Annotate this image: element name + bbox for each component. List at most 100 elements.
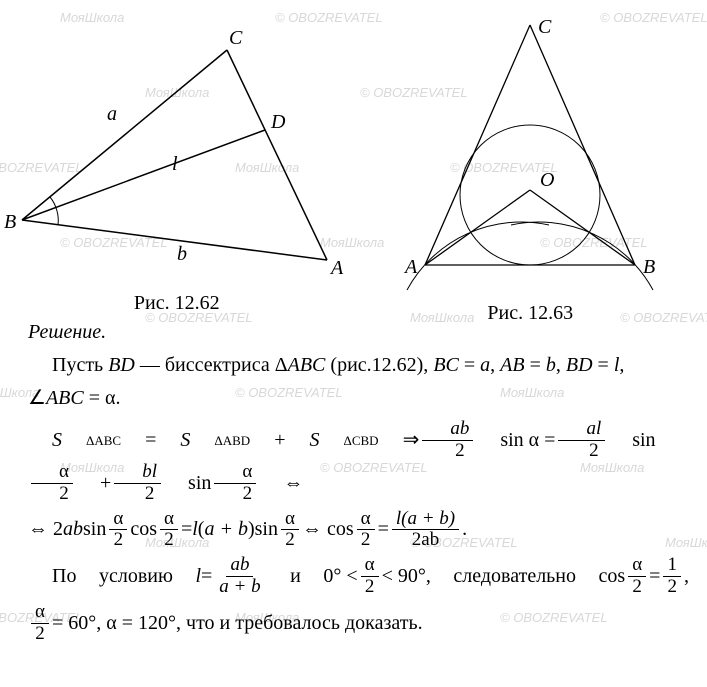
- eq: =: [181, 513, 192, 546]
- den: 2ab: [412, 529, 439, 550]
- frac-ab-2: ab2: [422, 419, 473, 462]
- sub: ΔABD: [190, 430, 250, 451]
- den: 2: [361, 577, 379, 598]
- den: 2: [117, 484, 159, 505]
- var-ab: ab: [63, 513, 83, 546]
- svg-text:B: B: [643, 256, 655, 278]
- svg-text:a: a: [107, 103, 117, 125]
- num: α: [109, 509, 127, 531]
- txt: ,: [490, 354, 500, 376]
- a-plus-b: a + b: [204, 513, 248, 546]
- num: bl: [114, 462, 161, 484]
- frac-alpha-2: α2: [628, 555, 646, 598]
- frac-bl-2: bl2: [114, 462, 161, 505]
- sin: sin: [164, 467, 211, 500]
- txt: По: [52, 560, 76, 593]
- txt: =: [121, 424, 156, 457]
- txt: условию: [99, 560, 173, 593]
- den: 2: [357, 530, 375, 551]
- triangle-diagram-2: C A B O: [360, 15, 700, 295]
- ineq: < 90°,: [382, 560, 431, 593]
- frac-alpha-2: α2: [31, 602, 49, 645]
- num: 1: [663, 555, 681, 577]
- sin: sin: [83, 513, 106, 546]
- txt: следовательно: [453, 560, 576, 593]
- svg-text:A: A: [403, 256, 418, 278]
- txt: =: [525, 354, 546, 376]
- sub: ΔABC: [62, 430, 121, 451]
- den: 2: [110, 530, 128, 551]
- condition-line: По условию l = aba + b и 0° < α2 < 90°, …: [28, 555, 689, 598]
- solution-heading: Решение.: [28, 316, 689, 349]
- qed: , что и требовалось доказать.: [176, 607, 423, 640]
- frac-half: 12: [663, 555, 681, 598]
- den: a + b: [215, 577, 264, 598]
- var-ab: AB: [500, 354, 524, 376]
- txt: +: [250, 424, 285, 457]
- sub: ΔCBD: [319, 430, 378, 451]
- var-abc: ABC: [288, 354, 326, 376]
- solution-text: Решение. Пусть BD — биссектриса ΔABC (ри…: [0, 310, 707, 645]
- svg-text:O: O: [540, 169, 554, 191]
- sin: sin: [255, 513, 278, 546]
- eq: =: [201, 560, 212, 593]
- frac-alpha-2: α2: [357, 509, 375, 552]
- conclusion-line: α2 = 60°, α = 120°, что и требовалось до…: [28, 602, 689, 645]
- num: α: [214, 462, 256, 484]
- frac-ab-aplusb: aba + b: [215, 555, 264, 598]
- equation-2: ⇔ 2ab sin α2 cos α2 = l(a + b) sin α2 ⇔ …: [28, 509, 689, 552]
- num: ab: [226, 555, 253, 577]
- num: α: [628, 555, 646, 577]
- frac-result: l(a + b)2ab: [392, 509, 459, 552]
- implies: ⇒: [379, 424, 420, 457]
- frac-alpha-2: α2: [281, 509, 299, 552]
- sin: sin: [608, 424, 655, 457]
- paren: (: [198, 513, 205, 546]
- var-a: a: [480, 354, 490, 376]
- txt: =: [593, 354, 614, 376]
- angle-symbol: ∠: [28, 387, 46, 409]
- den: 2: [31, 624, 49, 645]
- txt: Пусть: [52, 354, 108, 376]
- txt: — биссектриса Δ: [135, 354, 288, 376]
- num: al: [558, 419, 605, 441]
- plus: +: [76, 467, 111, 500]
- var-s: S: [28, 424, 62, 457]
- num: α: [160, 509, 178, 531]
- den: 2: [31, 484, 73, 505]
- var-s: S: [285, 424, 319, 457]
- frac-alpha-2: α2: [109, 509, 127, 552]
- paren: ): [248, 513, 255, 546]
- txt: (рис.12.62),: [325, 354, 433, 376]
- var-bc: BC: [433, 354, 459, 376]
- eq: =: [649, 560, 660, 593]
- var-bd: BD: [566, 354, 593, 376]
- var-b: b: [546, 354, 556, 376]
- eq: =: [378, 513, 389, 546]
- svg-text:l: l: [172, 153, 178, 175]
- txt: ,: [619, 354, 624, 376]
- cos: cos: [599, 560, 626, 593]
- txt: ⇔ 2: [28, 513, 63, 546]
- den: 2: [561, 441, 603, 462]
- svg-text:B: B: [4, 211, 16, 233]
- den: 2: [663, 577, 681, 598]
- svg-text:D: D: [270, 111, 286, 133]
- txt: ,: [556, 354, 566, 376]
- iff: ⇔: [259, 467, 303, 500]
- comma: ,: [684, 560, 689, 593]
- frac-alpha-2: α2: [361, 555, 379, 598]
- num: α: [281, 509, 299, 531]
- dot: .: [462, 513, 467, 546]
- frac-alpha-2: α2: [31, 462, 73, 505]
- sin-alpha: sin α =: [476, 424, 555, 457]
- given-line-1: Пусть BD — биссектриса ΔABC (рис.12.62),…: [28, 349, 689, 382]
- den: 2: [281, 530, 299, 551]
- den: 2: [628, 577, 646, 598]
- given-line-2: ∠ABC = α.: [28, 382, 689, 415]
- var-abc: ABC: [46, 387, 84, 409]
- den: 2: [427, 441, 469, 462]
- svg-text:C: C: [538, 16, 552, 38]
- txt: =: [459, 354, 480, 376]
- figure-12-62: BCADabl Рис. 12.62: [7, 15, 347, 310]
